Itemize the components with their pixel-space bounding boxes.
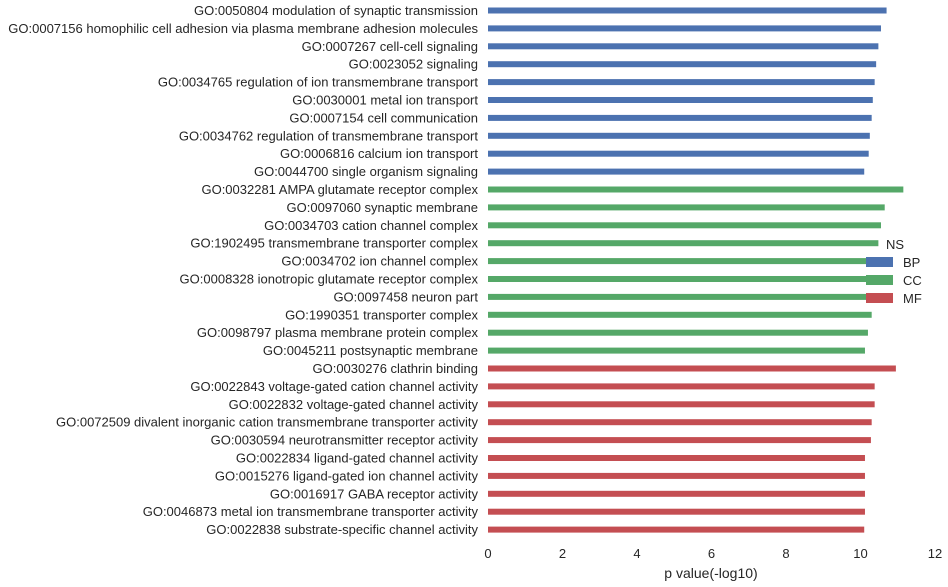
category-labels: GO:0050804 modulation of synaptic transm…: [8, 3, 478, 537]
bars-layer: [488, 7, 904, 533]
category-label: GO:0030594 neurotransmitter receptor act…: [211, 433, 479, 448]
bar: [488, 132, 870, 139]
bar: [488, 419, 872, 426]
x-tick-label: 12: [928, 546, 942, 561]
category-label: GO:0072509 divalent inorganic cation tra…: [56, 415, 478, 430]
category-label: GO:0007154 cell communication: [289, 110, 478, 125]
bar: [488, 437, 871, 444]
bar: [488, 150, 869, 157]
category-label: GO:0007267 cell-cell signaling: [302, 39, 478, 54]
category-label: GO:0008328 ionotropic glutamate receptor…: [180, 272, 479, 287]
bar: [488, 401, 875, 408]
category-label: GO:0098797 plasma membrane protein compl…: [197, 325, 479, 340]
bar: [488, 222, 881, 229]
category-label: GO:0097060 synaptic membrane: [287, 200, 479, 215]
legend: NS BP CC MF: [866, 237, 922, 306]
category-label: GO:0016917 GABA receptor activity: [270, 486, 479, 501]
category-label: GO:0034703 cation channel complex: [264, 218, 478, 233]
bar: [488, 472, 865, 479]
bar: [488, 168, 865, 175]
category-label: GO:0034765 regulation of ion transmembra…: [158, 75, 479, 90]
x-tick-label: 6: [708, 546, 715, 561]
bar: [488, 258, 877, 265]
bar: [488, 508, 865, 515]
legend-label: MF: [903, 291, 922, 306]
category-label: GO:1902495 transmembrane transporter com…: [190, 236, 478, 251]
category-label: GO:0023052 signaling: [349, 57, 478, 72]
category-label: GO:0034762 regulation of transmembrane t…: [179, 128, 479, 143]
legend-swatch: [866, 257, 893, 267]
bar: [488, 526, 865, 533]
bar: [488, 276, 875, 282]
bar: [488, 490, 865, 497]
bar: [488, 97, 873, 103]
bar: [488, 365, 896, 372]
category-label: GO:0006816 calcium ion transport: [280, 146, 478, 161]
legend-label: BP: [903, 255, 920, 270]
bar: [488, 293, 874, 300]
bar: [488, 329, 868, 336]
bar: [488, 347, 865, 354]
legend-title: NS: [886, 237, 904, 252]
category-label: GO:0034702 ion channel complex: [281, 254, 478, 269]
category-label: GO:0097458 neuron part: [333, 289, 478, 304]
category-label: GO:0045211 postsynaptic membrane: [263, 343, 478, 358]
x-tick-label: 10: [853, 546, 867, 561]
category-label: GO:0022832 voltage-gated channel activit…: [229, 397, 479, 412]
category-label: GO:0022843 voltage-gated cation channel …: [190, 379, 478, 394]
bar: [488, 43, 879, 50]
legend-swatch: [866, 293, 893, 303]
bar: [488, 79, 875, 86]
category-label: GO:0044700 single organism signaling: [254, 164, 478, 179]
legend-label: CC: [903, 273, 922, 288]
bar: [488, 455, 865, 461]
category-label: GO:0030276 clathrin binding: [312, 361, 478, 376]
category-label: GO:0032281 AMPA glutamate receptor compl…: [201, 182, 478, 197]
x-tick-label: 0: [484, 546, 491, 561]
bar: [488, 186, 904, 193]
legend-swatch: [866, 275, 893, 285]
category-label: GO:0015276 ligand-gated ion channel acti…: [215, 468, 479, 483]
category-label: GO:0022834 ligand-gated channel activity: [236, 451, 479, 466]
bar: [488, 7, 887, 14]
bar: [488, 61, 877, 68]
bar: [488, 114, 872, 121]
bar: [488, 25, 881, 32]
bar: [488, 311, 872, 318]
bar: [488, 204, 885, 211]
category-label: GO:0046873 metal ion transmembrane trans…: [143, 504, 479, 519]
category-label: GO:1990351 transporter complex: [285, 307, 478, 322]
x-tick-label: 4: [633, 546, 640, 561]
category-label: GO:0007156 homophilic cell adhesion via …: [8, 21, 478, 36]
x-tick-label: 2: [559, 546, 566, 561]
bar: [488, 240, 879, 247]
x-axis-label: p value(-log10): [664, 565, 757, 581]
category-label: GO:0022838 substrate-specific channel ac…: [206, 522, 478, 537]
category-label: GO:0050804 modulation of synaptic transm…: [194, 3, 478, 18]
bar: [488, 383, 875, 390]
x-tick-label: 8: [782, 546, 789, 561]
category-label: GO:0030001 metal ion transport: [292, 93, 478, 108]
x-axis-ticks: 0 2 4 6 8 10 12: [484, 546, 942, 561]
